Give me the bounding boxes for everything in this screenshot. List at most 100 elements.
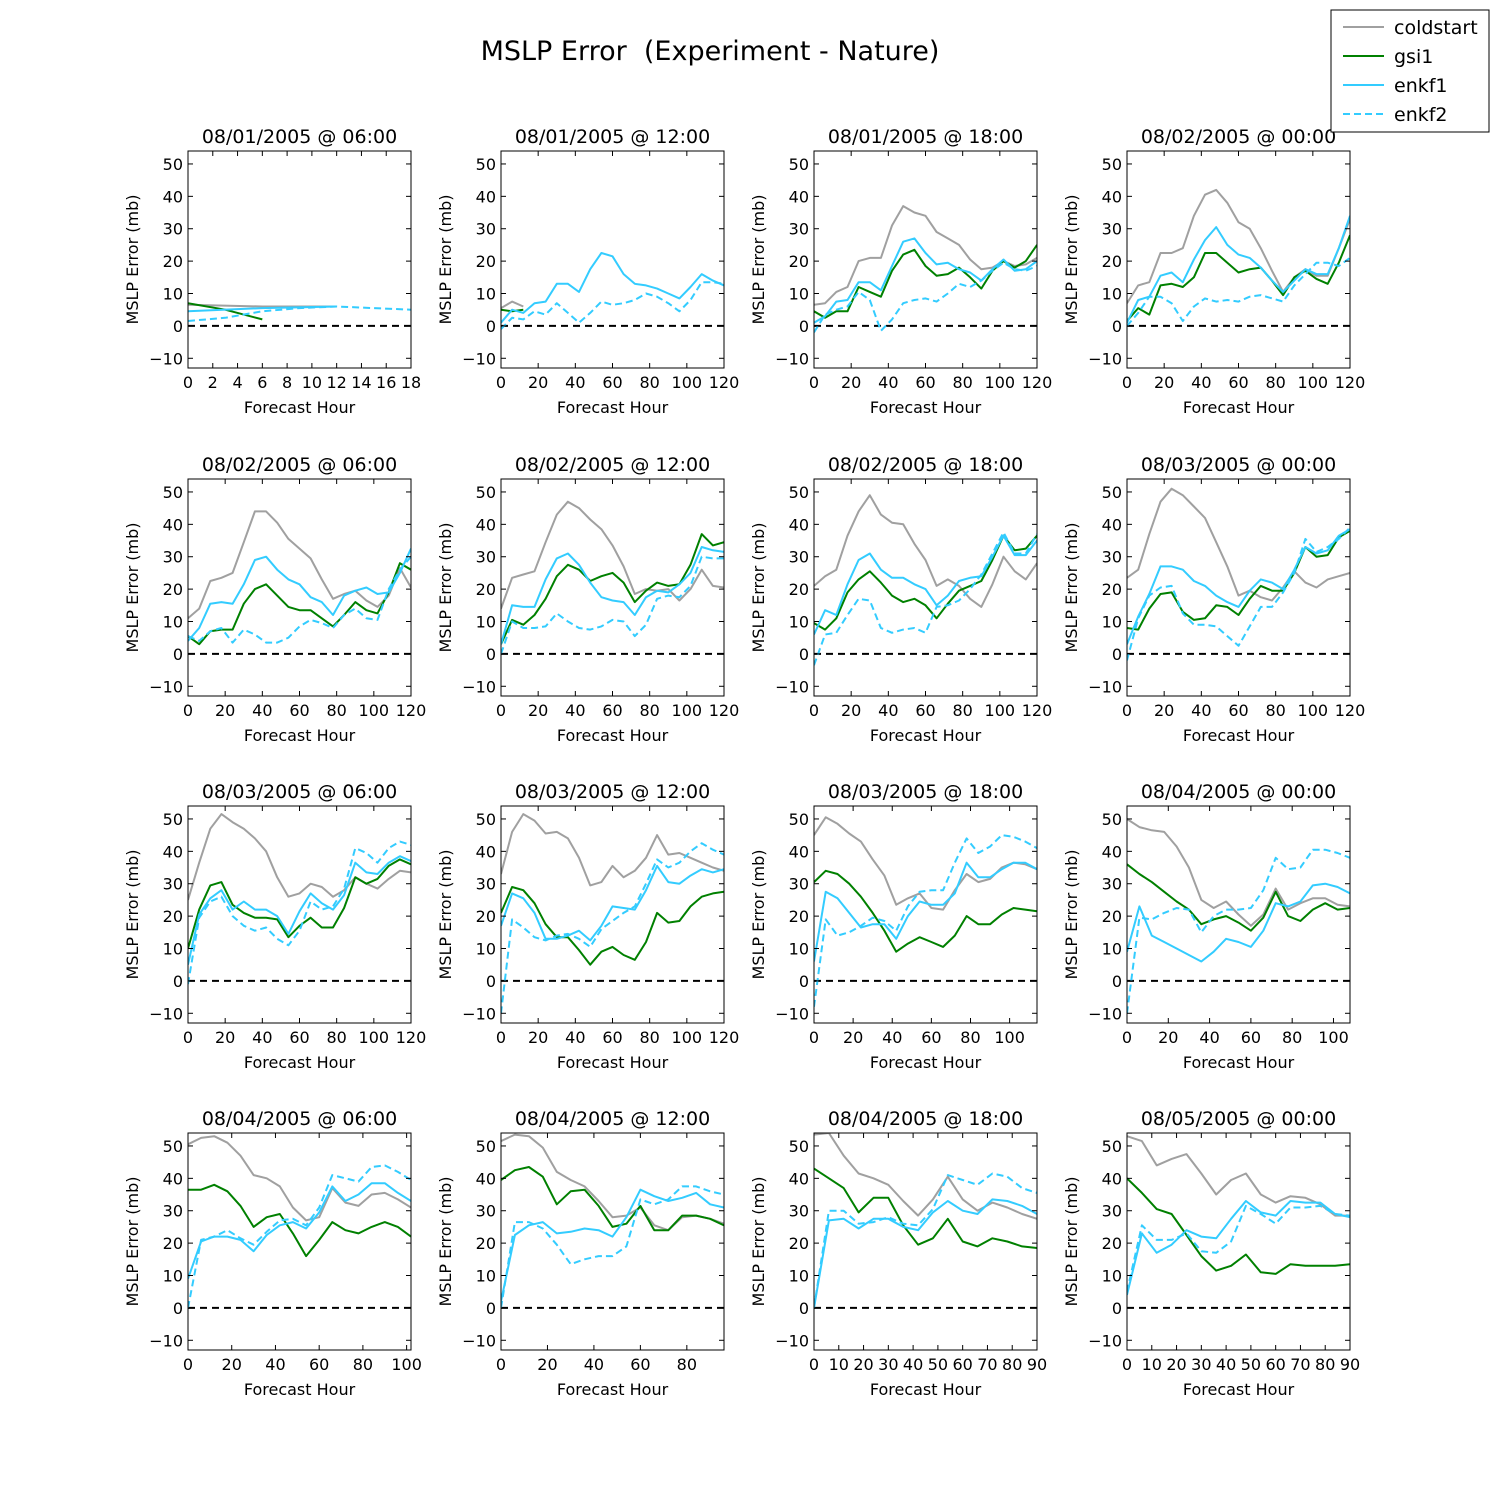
x-tick-label: 20 [215,1028,235,1047]
y-axis-label: MSLP Error (mb) [436,523,455,653]
x-tick-label: 20 [841,373,861,392]
series-line-enkf1 [1127,215,1350,324]
y-tick-label: 50 [476,810,496,829]
series-line-enkf2 [501,281,724,330]
y-tick-label: 30 [789,220,809,239]
series-line-enkf1 [814,861,1037,962]
series-line-enkf2 [188,556,411,644]
x-tick-label: 4 [232,373,242,392]
x-tick-label: 80 [326,1028,346,1047]
panel-title: 08/02/2005 @ 00:00 [1141,126,1336,148]
y-tick-label: 30 [789,548,809,567]
series-line-enkf1 [501,1188,724,1302]
y-tick-label: 0 [486,972,496,991]
plot-area [814,479,1037,696]
y-axis-label: MSLP Error (mb) [1062,1177,1081,1307]
y-tick-label: 30 [789,1202,809,1221]
x-tick-label: 0 [183,701,193,720]
y-tick-label: 40 [1102,187,1122,206]
x-tick-label: 120 [1022,701,1053,720]
y-tick-label: 30 [476,875,496,894]
x-tick-label: 20 [1158,1028,1178,1047]
y-tick-label: 50 [163,155,183,174]
x-tick-label: 100 [672,701,703,720]
x-tick-label: 70 [977,1355,997,1374]
x-tick-label: 0 [1122,1028,1132,1047]
series-line-coldstart [188,1135,411,1222]
x-tick-label: 60 [915,701,935,720]
panel-title: 08/01/2005 @ 12:00 [515,126,710,148]
x-tick-label: 0 [183,1355,193,1374]
y-tick-label: 40 [789,187,809,206]
x-tick-label: 80 [952,373,972,392]
series-line-enkf2 [188,305,411,322]
x-tick-label: 80 [353,1355,373,1374]
y-tick-label: −10 [775,349,809,368]
x-axis-label: Forecast Hour [870,726,982,745]
x-tick-label: 40 [882,1028,902,1047]
x-tick-label: 100 [672,373,703,392]
y-tick-label: 30 [1102,220,1122,239]
x-tick-label: 100 [672,1028,703,1047]
series-line-coldstart [501,1133,724,1232]
x-axis-label: Forecast Hour [1183,726,1295,745]
y-tick-label: 0 [799,317,809,336]
x-tick-label: 40 [565,373,585,392]
x-tick-label: 120 [709,373,740,392]
y-tick-label: 10 [1102,1267,1122,1286]
series-line-enkf1 [501,864,724,942]
y-tick-label: 30 [163,875,183,894]
legend-label-coldstart: coldstart [1394,17,1478,39]
series-line-gsi1 [1127,234,1350,322]
x-tick-label: 80 [1265,701,1285,720]
y-tick-label: −10 [149,1004,183,1023]
series-line-gsi1 [188,562,411,646]
y-tick-label: 30 [789,875,809,894]
x-tick-label: 60 [602,1028,622,1047]
plot-area [1127,1133,1350,1350]
y-tick-label: 0 [1112,1299,1122,1318]
series-line-enkf1 [814,534,1037,635]
x-tick-label: 20 [537,1355,557,1374]
x-tick-label: 60 [952,1355,972,1374]
x-tick-label: 14 [351,373,371,392]
y-tick-label: 0 [799,972,809,991]
panel-title: 08/04/2005 @ 12:00 [515,1108,710,1130]
x-tick-label: 10 [1142,1355,1162,1374]
y-tick-label: 40 [163,1169,183,1188]
y-tick-label: 0 [173,1299,183,1318]
y-tick-label: 0 [799,1299,809,1318]
x-tick-label: 100 [391,1355,422,1374]
plot-area [814,151,1037,368]
y-tick-label: 50 [476,483,496,502]
panel-title: 08/03/2005 @ 18:00 [828,781,1023,803]
x-tick-label: 80 [326,701,346,720]
panel-title: 08/02/2005 @ 06:00 [202,454,397,476]
x-tick-label: 20 [1154,373,1174,392]
series-line-enkf1 [501,546,724,645]
y-tick-label: 0 [173,972,183,991]
x-tick-label: 80 [1002,1355,1022,1374]
plot-area [188,151,411,368]
y-tick-label: 10 [476,613,496,632]
panel-title: 08/01/2005 @ 18:00 [828,126,1023,148]
x-tick-label: 60 [602,701,622,720]
x-tick-label: 60 [289,701,309,720]
x-tick-label: 80 [1282,1028,1302,1047]
series-line-enkf2 [501,842,724,1014]
y-tick-label: 20 [789,1234,809,1253]
x-tick-label: 60 [289,1028,309,1047]
x-axis-label: Forecast Hour [870,398,982,417]
y-tick-label: −10 [775,677,809,696]
y-tick-label: 40 [1102,1169,1122,1188]
x-tick-label: 40 [1199,1028,1219,1047]
panel-title: 08/04/2005 @ 06:00 [202,1108,397,1130]
